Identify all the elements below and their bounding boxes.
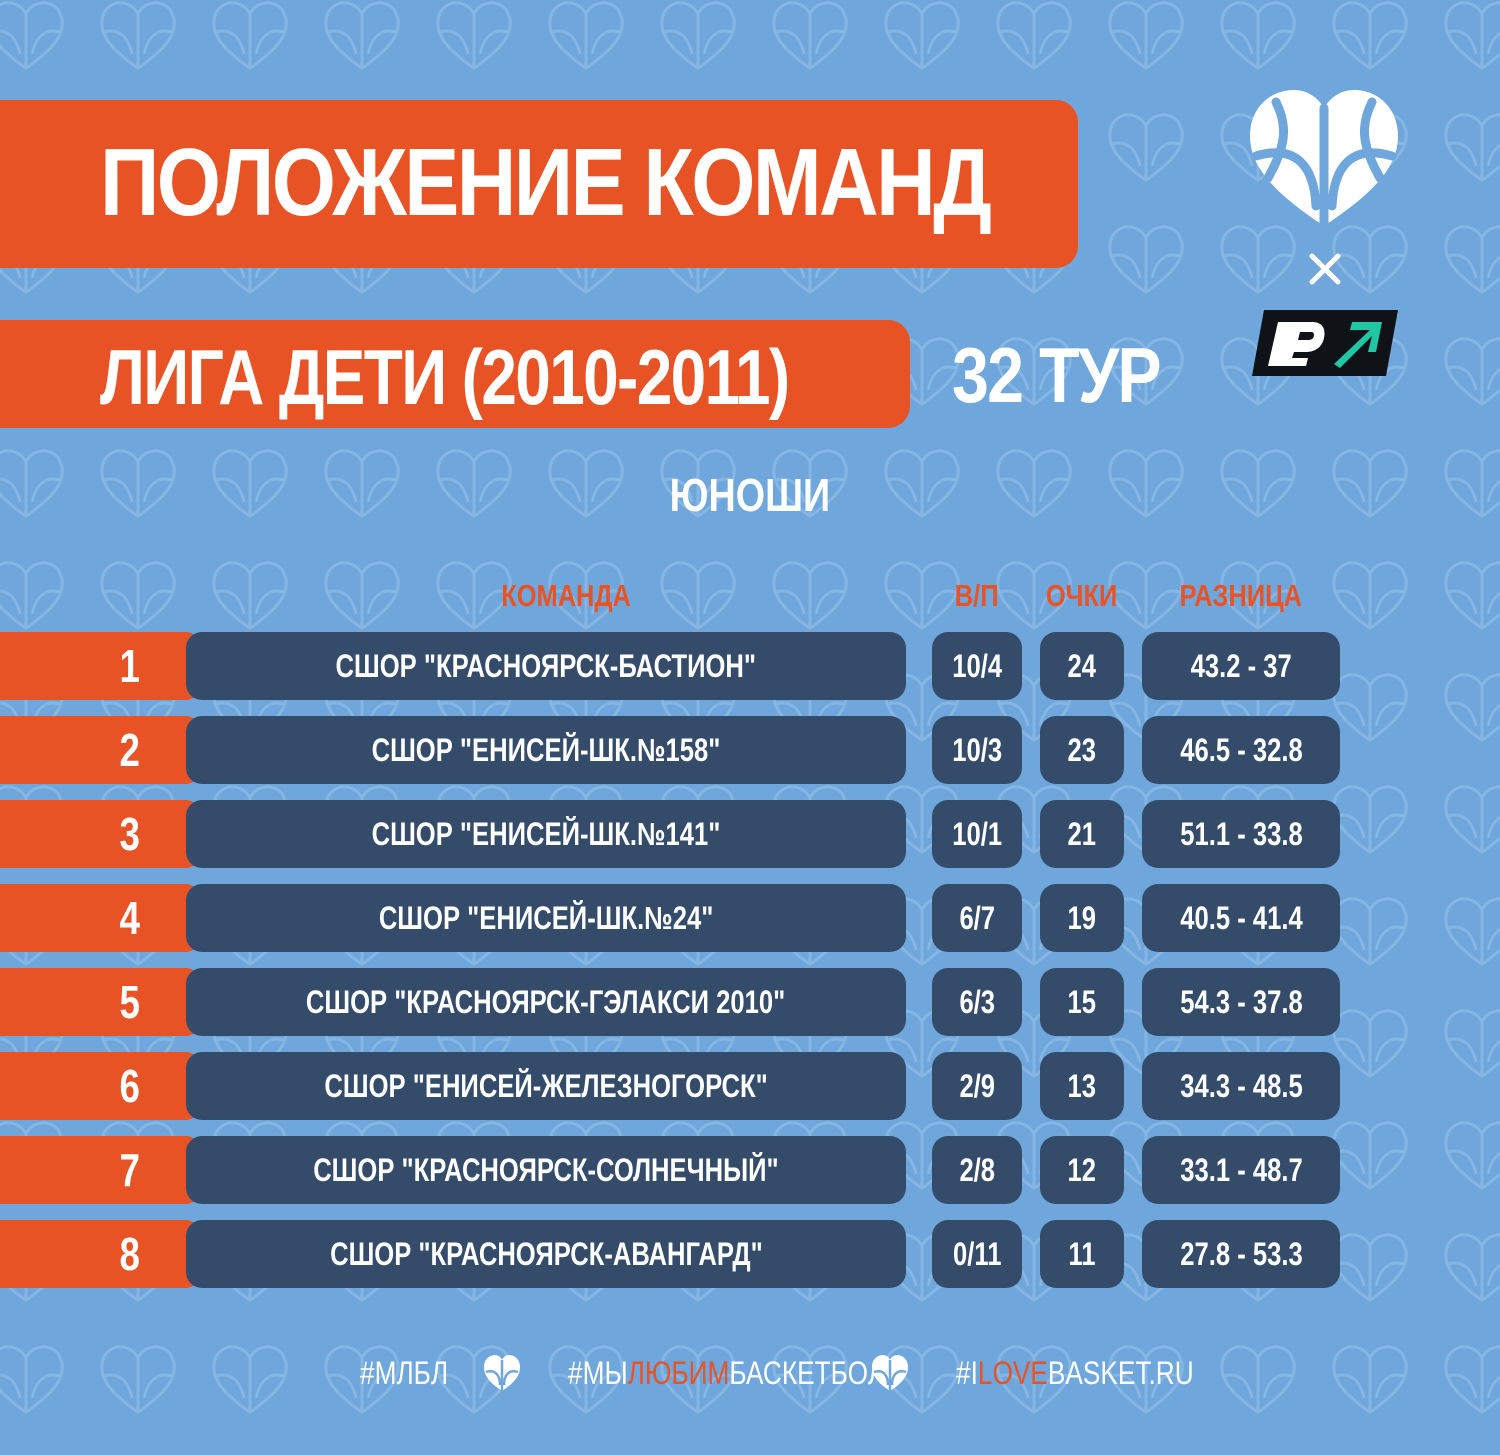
team-name-cell: СШОР "КРАСНОЯРСК-АВАНГАРД" [186, 1220, 906, 1288]
score-diff-cell: 40.5 - 41.4 [1142, 884, 1340, 952]
hashtag-we-love-basketball: #МЫЛЮБИМБАСКЕТБОЛ [568, 1355, 885, 1391]
heart-basketball-icon [1250, 90, 1398, 228]
wins-losses-cell: 6/3 [932, 968, 1022, 1036]
score-diff-cell: 34.3 - 48.5 [1142, 1052, 1340, 1120]
points-cell: 19 [1040, 884, 1124, 952]
team-name-cell: СШОР "КРАСНОЯРСК-СОЛНЕЧНЫЙ" [186, 1136, 906, 1204]
column-header-points: ОЧКИ [1046, 578, 1118, 613]
hashtag-mlbl: #МЛБЛ [360, 1355, 449, 1391]
points-cell: 24 [1040, 632, 1124, 700]
rank-badge [0, 800, 200, 868]
points-cell: 12 [1040, 1136, 1124, 1204]
score-diff-cell: 46.5 - 32.8 [1142, 716, 1340, 784]
score-diff-cell: 54.3 - 37.8 [1142, 968, 1340, 1036]
rank-number: 5 [119, 976, 141, 1028]
rank-number: 1 [119, 640, 141, 692]
rank-number: 4 [119, 892, 141, 944]
times-icon [1309, 253, 1341, 285]
table-row: СШОР "КРАСНОЯРСК-ГЭЛАКСИ 2010" 5 6/3 15 54.3… [0, 968, 1500, 1036]
table-row: СШОР "КРАСНОЯРСК-БАСТИОН" 1 10/4 24 43.2 - 3… [0, 632, 1500, 700]
team-name-cell: СШОР "ЕНИСЕЙ-ЖЕЛЕЗНОГОРСК" [186, 1052, 906, 1120]
basketball-heart-icon [484, 1355, 520, 1391]
table-row: СШОР "ЕНИСЕЙ-ШК.№24" 4 6/7 19 40.5 - 41.4 [0, 884, 1500, 952]
points-cell: 21 [1040, 800, 1124, 868]
rank-number: 2 [119, 724, 141, 776]
score-diff-cell: 43.2 - 37 [1142, 632, 1340, 700]
table-row: СШОР "ЕНИСЕЙ-ШК.№158" 2 10/3 23 46.5 - 32.8 [0, 716, 1500, 784]
column-header-team: КОМАНДА [501, 578, 631, 613]
table-row: СШОР "КРАСНОЯРСК-АВАНГАРД" 8 0/11 11 27.8 - … [0, 1220, 1500, 1288]
title-banner: ПОЛОЖЕНИЕ КОМАНД [0, 100, 1078, 268]
team-name-cell: СШОР "ЕНИСЕЙ-ШК.№141" [186, 800, 906, 868]
rank-number: 8 [119, 1228, 141, 1280]
score-diff-cell: 51.1 - 33.8 [1142, 800, 1340, 868]
wins-losses-cell: 2/9 [932, 1052, 1022, 1120]
rank-badge [0, 968, 200, 1036]
basketball-heart-icon [872, 1355, 908, 1391]
wins-losses-cell: 10/3 [932, 716, 1022, 784]
table-row: СШОР "КРАСНОЯРСК-СОЛНЕЧНЫЙ" 7 2/8 12 33.1 - … [0, 1136, 1500, 1204]
rank-badge [0, 884, 200, 952]
wins-losses-cell: 10/4 [932, 632, 1022, 700]
page-title: ПОЛОЖЕНИЕ КОМАНД [100, 129, 992, 236]
division-label: ЮНОШИ [669, 469, 831, 521]
wins-losses-cell: 0/11 [932, 1220, 1022, 1288]
score-diff-cell: 27.8 - 53.3 [1142, 1220, 1340, 1288]
table-row: СШОР "ЕНИСЕЙ-ЖЕЛЕЗНОГОРСК" 6 2/9 13 34.3 - 4… [0, 1052, 1500, 1120]
rank-badge [0, 1220, 200, 1288]
score-diff-cell: 33.1 - 48.7 [1142, 1136, 1340, 1204]
rank-badge [0, 1136, 200, 1204]
team-name-cell: СШОР "ЕНИСЕЙ-ШК.№24" [186, 884, 906, 952]
team-name-cell: СШОР "КРАСНОЯРСК-БАСТИОН" [186, 632, 906, 700]
r7-logo-icon [1252, 310, 1398, 376]
wins-losses-cell: 6/7 [932, 884, 1022, 952]
rank-number: 3 [119, 808, 141, 860]
rank-badge [0, 632, 200, 700]
points-cell: 13 [1040, 1052, 1124, 1120]
points-cell: 23 [1040, 716, 1124, 784]
rank-number: 6 [119, 1060, 141, 1112]
points-cell: 15 [1040, 968, 1124, 1036]
wins-losses-cell: 10/1 [932, 800, 1022, 868]
points-cell: 11 [1040, 1220, 1124, 1288]
wins-losses-cell: 2/8 [932, 1136, 1022, 1204]
league-title: ЛИГА ДЕТИ (2010-2011) [100, 333, 790, 421]
rank-badge [0, 716, 200, 784]
team-name-cell: СШОР "ЕНИСЕЙ-ШК.№158" [186, 716, 906, 784]
hashtag-ilovebasket: #ILOVEBASKET.RU [956, 1355, 1194, 1391]
rank-number: 7 [119, 1144, 141, 1196]
footer-hashtags: #МЛБЛ #МЫЛЮБИМБАСКЕТБОЛ #ILOVEBASKET.RU [0, 1350, 1500, 1396]
team-name-cell: СШОР "КРАСНОЯРСК-ГЭЛАКСИ 2010" [186, 968, 906, 1036]
rank-badge [0, 1052, 200, 1120]
column-header-diff: РАЗНИЦА [1179, 578, 1303, 613]
column-header-wl: В/П [955, 578, 999, 613]
league-banner: ЛИГА ДЕТИ (2010-2011) [0, 320, 910, 428]
table-row: СШОР "ЕНИСЕЙ-ШК.№141" 3 10/1 21 51.1 - 33.8 [0, 800, 1500, 868]
round-label: 32 ТУР [952, 331, 1162, 419]
